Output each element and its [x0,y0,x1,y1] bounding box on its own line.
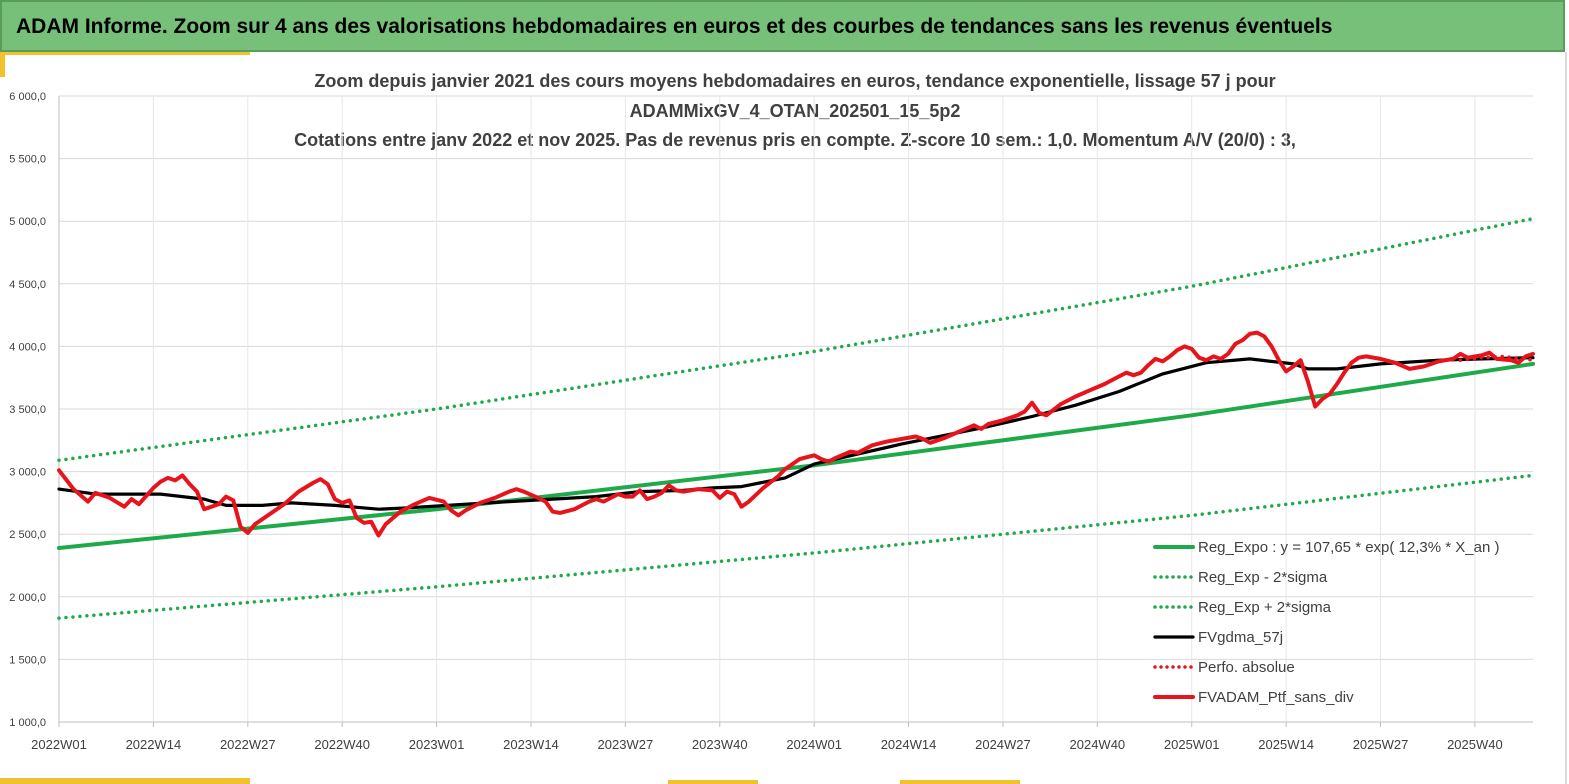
accent-bar-bottom-right [900,780,1020,784]
y-tick-label: 3 000,0 [9,467,46,479]
x-tick-label: 2024W14 [881,737,937,752]
x-tick-label: 2022W01 [31,737,87,752]
legend-label: FVADAM_Ptf_sans_div [1198,689,1354,706]
x-tick-label: 2022W14 [126,737,182,752]
x-tick-label: 2025W01 [1164,737,1220,752]
accent-bar-bottom-middle [668,780,758,784]
y-tick-label: 5 500,0 [9,154,46,166]
x-tick-label: 2022W40 [314,737,370,752]
x-tick-label: 2022W27 [220,737,276,752]
x-tick-label: 2025W27 [1353,737,1409,752]
chart-title-line-1: Zoom depuis janvier 2021 des cours moyen… [314,71,1276,91]
x-tick-label: 2023W14 [503,737,559,752]
y-tick-label: 6 000,0 [9,91,46,103]
x-tick-label: 2023W40 [692,737,748,752]
legend-label: Perfo. absolue [1198,659,1295,676]
y-tick-label: 4 500,0 [9,279,46,291]
x-tick-label: 2024W27 [975,737,1031,752]
y-tick-label: 1 500,0 [9,654,46,666]
trend-lower-band-series [57,473,1535,620]
accent-bar-bottom [0,778,250,784]
x-tick-label: 2023W01 [409,737,465,752]
y-tick-label: 2 500,0 [9,529,46,541]
y-tick-label: 5 000,0 [9,216,46,228]
trend-upper-band-series [57,216,1535,463]
x-tick-label: 2024W40 [1070,737,1126,752]
legend-label: Reg_Exp - 2*sigma [1198,569,1328,586]
legend-label: Reg_Expo : y = 107,65 * exp( 12,3% * X_a… [1198,539,1499,556]
x-tick-label: 2025W40 [1447,737,1503,752]
y-tick-label: 3 500,0 [9,404,46,416]
chart-title-line-3: Cotations entre janv 2022 et nov 2025. P… [294,130,1296,150]
banner-title: ADAM Informe. Zoom sur 4 ans des valoris… [16,15,1333,38]
x-tick-label: 2025W14 [1258,737,1314,752]
legend-label: Reg_Exp + 2*sigma [1198,599,1332,616]
accent-bar-left [0,52,5,77]
legend-label: FVgdma_57j [1198,629,1283,646]
y-tick-label: 1 000,0 [9,717,46,729]
moving-average-series [57,356,1535,511]
y-tick-label: 4 000,0 [9,341,46,353]
frame-right-border [1565,52,1567,784]
title-banner: ADAM Informe. Zoom sur 4 ans des valoris… [0,0,1565,52]
chart-title-line-2: ADAMMixGV_4_OTAN_202501_15_5p2 [629,101,961,121]
accent-bar-top [5,52,250,55]
x-tick-label: 2024W01 [786,737,842,752]
x-tick-label: 2023W27 [598,737,654,752]
portfolio-value-series [57,330,1535,538]
y-tick-label: 2 000,0 [9,592,46,604]
